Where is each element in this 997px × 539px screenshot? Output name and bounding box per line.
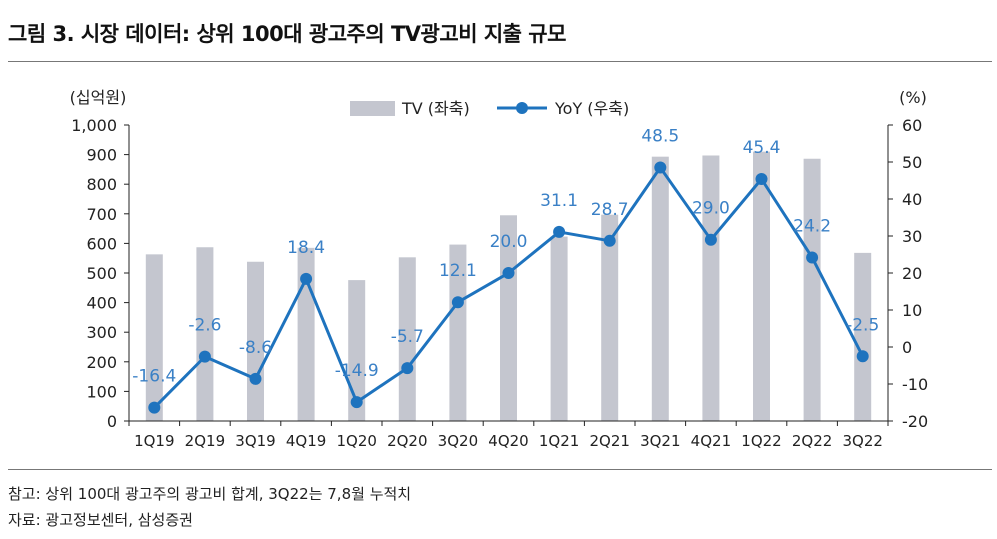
x-tick-label: 4Q19 bbox=[286, 432, 326, 450]
x-tick-label: 2Q20 bbox=[387, 432, 427, 450]
yoy-data-label: 12.1 bbox=[439, 261, 477, 281]
yoy-data-label: 20.0 bbox=[490, 232, 528, 252]
legend-label-tv: TV (좌축) bbox=[401, 99, 470, 118]
legend-swatch-tv bbox=[350, 101, 395, 116]
right-axis-unit: (%) bbox=[899, 88, 927, 107]
right-tick-label: -10 bbox=[902, 375, 928, 394]
yoy-point bbox=[704, 233, 717, 246]
bar-tv bbox=[601, 214, 619, 421]
yoy-point bbox=[654, 161, 667, 174]
right-tick-label: 0 bbox=[902, 338, 912, 357]
yoy-data-label: 29.0 bbox=[692, 199, 730, 219]
combo-chart: 0 100 200 300 400 500 600 700 800 900 1,000 -20 -10 0… bbox=[70, 88, 928, 450]
legend: TV (좌축) YoY (우축) bbox=[350, 99, 629, 118]
left-axis-unit: (십억원) bbox=[70, 88, 127, 107]
yoy-data-label: -8.6 bbox=[239, 338, 272, 358]
x-tick-label: 1Q21 bbox=[539, 432, 579, 450]
x-tick-label: 2Q21 bbox=[589, 432, 629, 450]
yoy-line-layer bbox=[148, 161, 869, 414]
x-tick-label: 3Q22 bbox=[842, 432, 882, 450]
right-tick-label: 10 bbox=[902, 301, 922, 320]
yoy-data-label: 28.7 bbox=[591, 200, 629, 220]
yoy-data-label: 45.4 bbox=[743, 138, 781, 158]
right-tick-label: 40 bbox=[902, 190, 922, 209]
yoy-point bbox=[806, 251, 819, 264]
yoy-data-label: 48.5 bbox=[641, 127, 679, 147]
left-tick-label: 600 bbox=[86, 234, 117, 253]
left-tick-label: 0 bbox=[107, 412, 117, 431]
footnote: 참고: 상위 100대 광고주의 광고비 합계, 3Q22는 7,8월 누적치 bbox=[8, 485, 412, 503]
legend-swatch-yoy-marker bbox=[516, 102, 528, 114]
left-tick-label: 1,000 bbox=[71, 116, 117, 135]
yoy-data-label: 31.1 bbox=[540, 191, 578, 211]
right-tick-label: -20 bbox=[902, 412, 928, 431]
yoy-point bbox=[755, 173, 768, 186]
bar-tv bbox=[702, 155, 720, 421]
x-tick-label: 3Q21 bbox=[640, 432, 680, 450]
yoy-data-label: -14.9 bbox=[335, 361, 379, 381]
left-tick-label: 900 bbox=[86, 146, 117, 165]
x-tick-label: 1Q19 bbox=[134, 432, 174, 450]
x-tick-label: 1Q20 bbox=[336, 432, 376, 450]
x-tick-label: 1Q22 bbox=[741, 432, 781, 450]
x-tick-label: 4Q21 bbox=[691, 432, 731, 450]
bar-tv bbox=[651, 156, 669, 421]
yoy-point bbox=[148, 401, 161, 414]
bar-tv bbox=[449, 244, 467, 421]
left-tick-label: 100 bbox=[86, 382, 117, 401]
left-tick-label: 500 bbox=[86, 264, 117, 283]
bars-layer bbox=[145, 151, 872, 421]
yoy-point bbox=[198, 350, 211, 363]
left-tick-label: 400 bbox=[86, 294, 117, 313]
yoy-point bbox=[603, 234, 616, 247]
yoy-data-label: 18.4 bbox=[287, 238, 325, 258]
yoy-data-label: -2.5 bbox=[846, 315, 879, 335]
yoy-point bbox=[856, 350, 869, 363]
yoy-point bbox=[451, 296, 464, 309]
bar-tv bbox=[348, 280, 366, 421]
bar-tv bbox=[500, 215, 517, 421]
source-note: 자료: 광고정보센터, 삼성증권 bbox=[8, 511, 193, 529]
left-tick-label: 800 bbox=[86, 175, 117, 194]
yoy-point bbox=[502, 267, 515, 279]
right-tick-label: 30 bbox=[902, 227, 922, 246]
x-tick-label: 4Q20 bbox=[488, 432, 528, 450]
right-tick-label: 60 bbox=[902, 116, 922, 135]
yoy-point bbox=[300, 272, 313, 285]
x-tick-label: 3Q20 bbox=[438, 432, 478, 450]
left-tick-label: 300 bbox=[86, 323, 117, 342]
yoy-data-label: 24.2 bbox=[793, 216, 831, 236]
axes-layer: 0 100 200 300 400 500 600 700 800 900 1,000 -20 -10 0… bbox=[70, 88, 928, 450]
yoy-data-label: -16.4 bbox=[132, 367, 176, 387]
bar-tv bbox=[145, 254, 163, 421]
right-tick-label: 20 bbox=[902, 264, 922, 283]
left-tick-label: 200 bbox=[86, 353, 117, 372]
bar-tv bbox=[753, 151, 770, 421]
bar-tv bbox=[550, 236, 568, 421]
x-tick-label: 2Q22 bbox=[792, 432, 832, 450]
legend-label-yoy: YoY (우축) bbox=[554, 99, 629, 118]
yoy-data-label: -2.6 bbox=[188, 316, 221, 336]
bar-tv bbox=[398, 257, 416, 421]
yoy-point bbox=[401, 362, 414, 375]
footer-divider bbox=[8, 469, 992, 470]
left-tick-label: 700 bbox=[86, 205, 117, 224]
yoy-data-label: -5.7 bbox=[391, 327, 424, 347]
bar-tv bbox=[803, 158, 821, 421]
yoy-point bbox=[553, 225, 566, 238]
title-divider bbox=[8, 61, 992, 62]
yoy-point bbox=[350, 396, 363, 409]
x-tick-label: 2Q19 bbox=[185, 432, 225, 450]
bar-tv bbox=[854, 252, 872, 421]
figure-title: 그림 3. 시장 데이터: 상위 100대 광고주의 TV광고비 지출 규모 bbox=[8, 22, 566, 46]
right-tick-label: 50 bbox=[902, 153, 922, 172]
x-tick-label: 3Q19 bbox=[235, 432, 275, 450]
yoy-point bbox=[249, 372, 262, 385]
yoy-labels-layer: -16.4 -2.6 -8.6 18.4 -14.9 -5.7 12.1 20.0 31.1 28… bbox=[132, 127, 879, 387]
bar-tv bbox=[196, 247, 214, 421]
